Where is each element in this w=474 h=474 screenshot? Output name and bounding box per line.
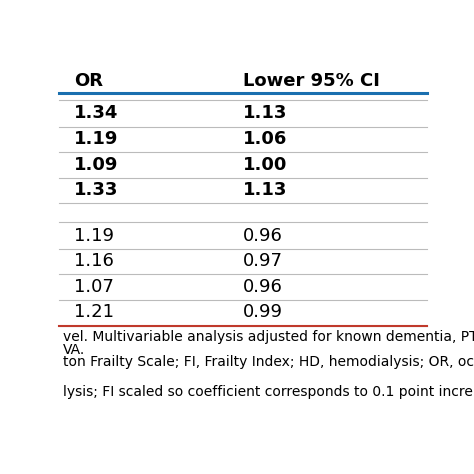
Text: vel. Multivariable analysis adjusted for known dementia, PTH: vel. Multivariable analysis adjusted for… [63,330,474,344]
Text: 1.21: 1.21 [74,303,114,321]
Text: 1.00: 1.00 [243,155,287,173]
Text: 1.09: 1.09 [74,155,118,173]
Text: 0.99: 0.99 [243,303,283,321]
Text: Lower 95% CI: Lower 95% CI [243,72,380,90]
Text: VA.: VA. [63,343,85,356]
Text: 0.96: 0.96 [243,278,283,296]
Text: lysis; FI scaled so coefficient corresponds to 0.1 point incre: lysis; FI scaled so coefficient correspo… [63,385,473,399]
Text: 1.07: 1.07 [74,278,114,296]
Text: ton Frailty Scale; FI, Frailty Index; HD, hemodialysis; OR, oc: ton Frailty Scale; FI, Frailty Index; HD… [63,355,474,369]
Text: 0.96: 0.96 [243,227,283,245]
Text: 1.13: 1.13 [243,104,287,122]
Text: 1.13: 1.13 [243,181,287,199]
Text: 1.19: 1.19 [74,227,114,245]
Text: 1.19: 1.19 [74,130,118,148]
Text: 1.34: 1.34 [74,104,118,122]
Text: 1.16: 1.16 [74,252,114,270]
Text: 0.97: 0.97 [243,252,283,270]
Text: 1.33: 1.33 [74,181,118,199]
Text: 1.06: 1.06 [243,130,287,148]
Text: OR: OR [74,72,103,90]
